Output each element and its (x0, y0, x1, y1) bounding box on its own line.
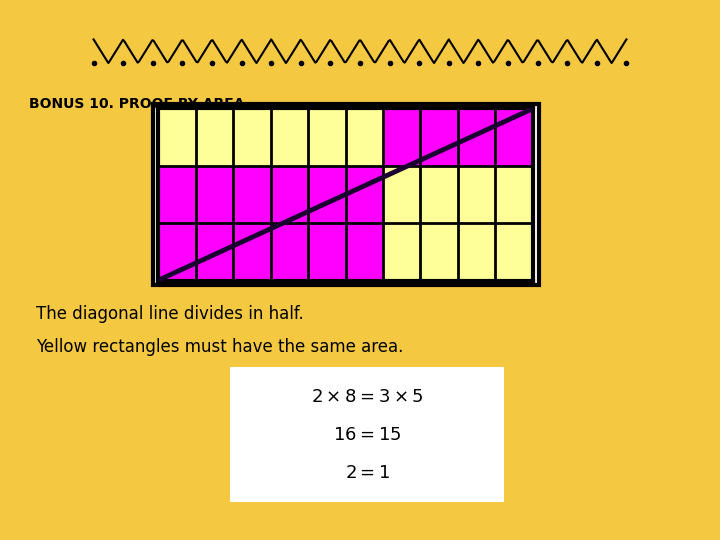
Bar (495, 166, 533, 223)
Bar (308, 223, 346, 281)
Bar (458, 223, 495, 281)
Bar (383, 166, 420, 223)
Bar (308, 166, 346, 223)
Bar (153, 104, 539, 285)
Bar (196, 223, 233, 281)
Bar (233, 166, 271, 223)
Bar (495, 108, 533, 166)
Bar (420, 108, 458, 166)
Bar (233, 223, 271, 281)
Bar (196, 108, 233, 166)
Bar (383, 108, 420, 166)
Bar (271, 108, 308, 166)
Bar (420, 223, 458, 281)
Bar (158, 108, 196, 166)
Bar (458, 108, 495, 166)
Text: $16=15$: $16=15$ (333, 426, 401, 444)
Bar (346, 108, 383, 166)
Text: $2=1$: $2=1$ (345, 463, 390, 482)
Bar (233, 108, 271, 166)
Bar (346, 223, 383, 281)
Bar (158, 166, 196, 223)
Bar (158, 223, 196, 281)
Bar (230, 367, 504, 502)
Text: Yellow rectangles must have the same area.: Yellow rectangles must have the same are… (36, 338, 403, 355)
Bar (495, 223, 533, 281)
Bar (420, 166, 458, 223)
Bar (458, 166, 495, 223)
Bar (271, 166, 308, 223)
Bar (271, 223, 308, 281)
Bar (196, 166, 233, 223)
Text: The diagonal line divides in half.: The diagonal line divides in half. (36, 305, 304, 323)
Text: $2\times8=3\times5$: $2\times8=3\times5$ (311, 388, 423, 406)
Bar (346, 166, 383, 223)
Bar (308, 108, 346, 166)
Bar (383, 223, 420, 281)
Text: BONUS 10. PROOF BY AREA: BONUS 10. PROOF BY AREA (29, 97, 244, 111)
